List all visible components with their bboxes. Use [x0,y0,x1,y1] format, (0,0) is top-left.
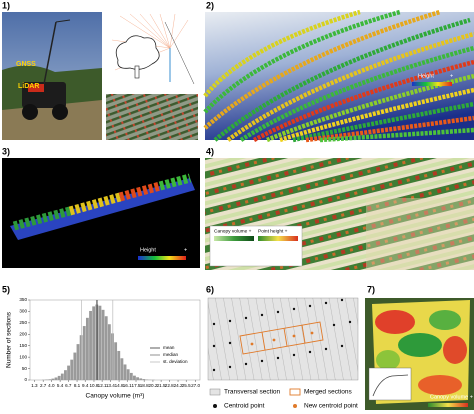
bar [107,324,111,380]
legend-label: Point height + [258,228,288,234]
y-tick-label: 250 [19,320,27,325]
x-tick-label: 6.7 [65,383,72,388]
bar [101,309,105,380]
bar [73,352,77,380]
legend-label: Canopy volume + [214,228,252,234]
bar [126,369,130,380]
bar [133,375,136,380]
x-tick-label: 25.5 [182,383,191,388]
bar [64,370,67,380]
x-tick-label: 14.8 [115,383,124,388]
x-tick-label: 9.4 [82,383,89,388]
volume-map [365,298,474,410]
photo-aerial [106,94,198,140]
legend-label: median [163,352,179,357]
legend-label: + [450,73,453,79]
panel-label: 2) [206,0,214,10]
x-tick-label: 24.2 [174,383,183,388]
bar [136,377,140,380]
legend-label: st. deviation [163,359,188,364]
bar [89,310,92,380]
panel-label: 3) [2,146,10,156]
x-tick-label: 27.0 [191,383,200,388]
panel-label: 4) [206,146,214,156]
legend-title: Height [418,73,434,79]
legend-label: mean [163,345,175,350]
annotation: LiDAR [18,83,39,90]
diagram-scan [106,12,198,90]
bar [104,316,108,380]
x-tick-label: 10.8 [90,383,99,388]
x-tick-label: 8.1 [74,383,81,388]
x-tick-label: 21.5 [157,383,166,388]
bar [60,373,64,380]
y-tick-label: 300 [19,309,27,314]
x-tick-label: 17.5 [132,383,141,388]
y-tick-label: 0 [24,377,27,382]
point-cloud-orchard [203,9,474,143]
bar [67,365,70,380]
x-tick-label: 1.3 [31,383,38,388]
bar [92,306,96,380]
bar [51,378,55,380]
annotation: GNSS [16,61,36,68]
x-tick-label: 2.7 [40,383,47,388]
bar [98,305,102,380]
legend-title: Height [140,247,156,253]
y-tick-label: 50 [22,366,28,371]
y-tick-label: 150 [19,343,27,348]
bar [48,379,52,380]
panel-label: 7) [367,284,375,294]
y-axis-label: Number of sections [6,311,13,368]
bar [139,378,143,380]
section-diagram [207,297,359,408]
photo-vehicle [2,12,102,140]
bar [129,372,133,380]
legend-label: Centroid point [224,403,265,410]
bar [120,358,124,380]
bar [70,359,74,380]
x-axis-label: Canopy volume (m³) [86,393,145,400]
legend-label: Transversal section [224,389,280,396]
bar [123,364,127,380]
legend-label: Merged sections [304,389,352,396]
histogram: 0 50 100 150 200 250 300 350 1.3 2.7 4.0 5.4 6.7 8.1 9… [6,297,201,400]
bar [117,350,121,380]
panel-label: 1) [2,0,10,10]
bar [57,375,61,380]
bar [85,317,89,380]
x-tick-label: 13.4 [106,383,115,388]
panel-label: 6) [206,284,214,294]
x-tick-label: 22.8 [165,383,174,388]
x-tick-label: 12.1 [98,383,107,388]
bar [114,342,118,380]
bar [76,344,80,380]
legend-label: New centroid point [304,403,358,410]
canopy-map [205,158,474,270]
y-tick-label: 100 [19,354,27,359]
legend-label: Canopy volume + [430,394,473,400]
panel-label: 5) [2,284,10,294]
x-tick-label: 18.8 [140,383,149,388]
bar [82,326,86,380]
bar [54,377,58,380]
y-tick-label: 350 [19,297,27,302]
x-tick-label: 5.4 [57,383,64,388]
legend-label: + [184,247,187,253]
x-tick-label: 4.0 [48,383,55,388]
bar [142,379,146,380]
y-tick-label: 200 [19,332,27,337]
point-cloud-row [2,158,200,268]
x-tick-label: 20.2 [148,383,157,388]
x-tick-label: 16.1 [123,383,132,388]
